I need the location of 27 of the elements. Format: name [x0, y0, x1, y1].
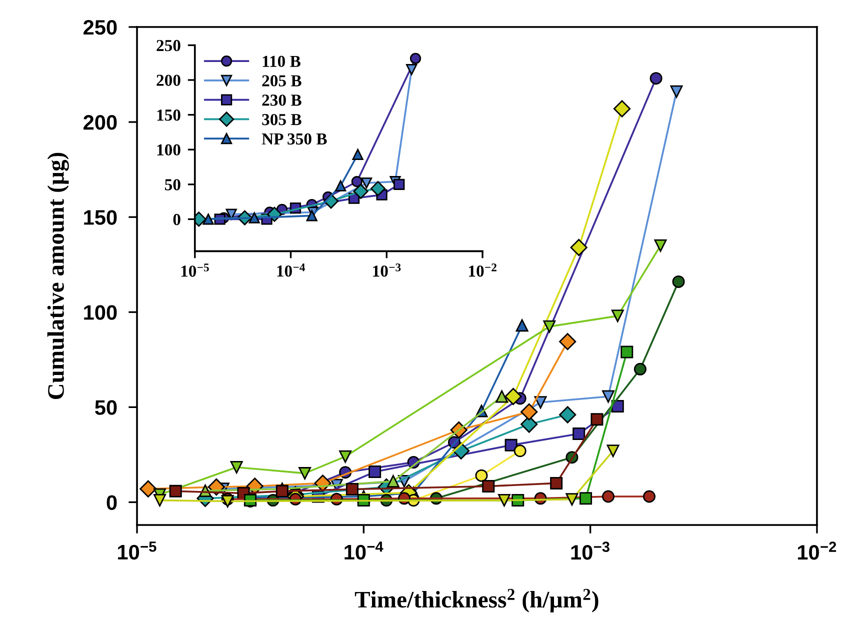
y-tick-label: 0 [106, 495, 117, 510]
y-tick-label: 250 [84, 20, 117, 35]
y-tick-label: 50 [164, 179, 180, 190]
x-tick-label: 10$^{−4}$ [277, 263, 305, 277]
legend-label: NP 350 B [262, 133, 327, 145]
x-tick-label: 10$^{−3}$ [571, 542, 610, 560]
legend-label: 110 B [262, 56, 300, 68]
x-tick-label: 10$^{−2}$ [469, 263, 496, 277]
x-tick-label: 10$^{−3}$ [373, 263, 401, 277]
y-tick-label: 100 [157, 144, 180, 156]
legend-label: 230 B [262, 94, 302, 106]
y-tick-label: 150 [157, 110, 180, 121]
legend-label: 205 B [262, 75, 302, 86]
x-tick-label: 10$^{−2}$ [798, 542, 836, 560]
y-tick-label: 150 [84, 210, 117, 225]
y-tick-label: 0 [173, 214, 180, 226]
x-tick-label: 10$^{−4}$ [344, 542, 384, 560]
y-tick-label: 50 [95, 400, 117, 415]
y-tick-label: 250 [156, 40, 180, 52]
y-tick-label: 100 [84, 305, 117, 320]
y-axis-title: Cumulative amount (µg) [47, 152, 69, 400]
x-tick-label: 10$^{−5}$ [181, 264, 209, 277]
x-tick-label: 10$^{−5}$ [118, 542, 156, 560]
legend-label: 305 B [262, 114, 302, 126]
y-tick-label: 200 [84, 115, 117, 130]
x-axis-title: Time/thickness$^{2}$ (h/µm$^{2}$) [354, 588, 598, 612]
y-tick-label: 200 [156, 74, 180, 86]
